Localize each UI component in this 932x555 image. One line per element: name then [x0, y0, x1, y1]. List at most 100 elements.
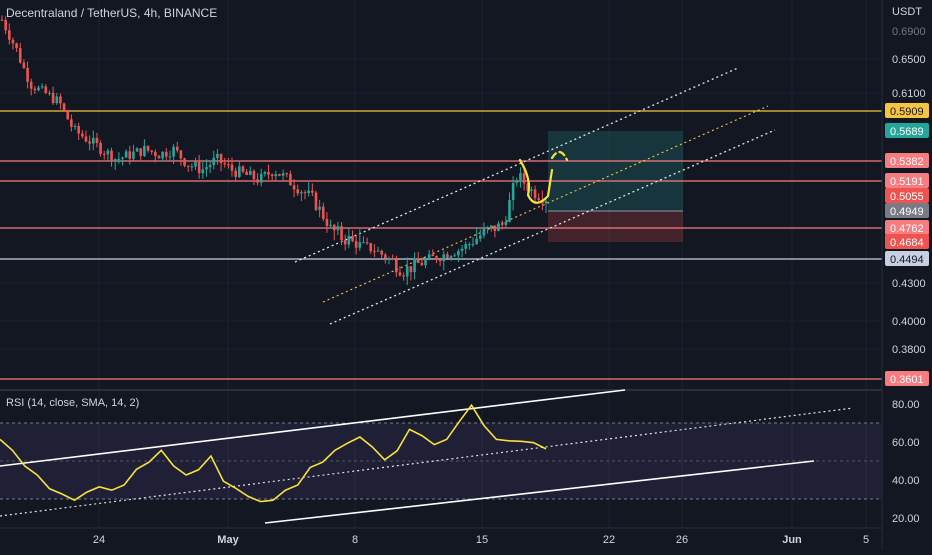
candle-body [238, 166, 241, 177]
candle-body [307, 190, 310, 193]
candle-body [212, 157, 216, 166]
rsi-tick-label: 40.00 [892, 475, 920, 487]
price-badge-label: 0.4684 [890, 237, 924, 249]
candle-body [15, 43, 18, 49]
candle-body [424, 258, 427, 266]
candle-body [175, 146, 179, 151]
candle-body [489, 225, 493, 227]
candle-body [508, 200, 511, 222]
candle-body [205, 167, 208, 170]
candle-body [351, 235, 354, 242]
candle-body [292, 185, 296, 190]
hand-drawn-arc[interactable] [550, 150, 569, 162]
price-badge-label: 0.3601 [890, 374, 924, 386]
candle-body [373, 251, 376, 253]
candle-body [161, 151, 164, 159]
candle-body [486, 226, 489, 228]
candle-body [300, 192, 303, 194]
candle-body [544, 200, 548, 204]
candle-body [332, 224, 336, 231]
channel-upper-line[interactable] [294, 67, 739, 263]
candle-body [95, 137, 99, 143]
candle-body [376, 250, 380, 252]
candle-body [303, 192, 307, 194]
candle-body [347, 235, 351, 245]
candle-body [464, 244, 467, 249]
candle-body [519, 173, 522, 181]
candle-body [4, 19, 7, 31]
candle-body [384, 254, 387, 259]
price-badge [885, 220, 929, 235]
price-badge [885, 153, 929, 168]
candle-body [442, 254, 446, 262]
candle-body [245, 171, 248, 175]
candle-body [48, 92, 51, 94]
currency-label: USDT [892, 6, 922, 18]
price-tick-label: 0.6500 [892, 54, 926, 66]
price-badge-label: 0.4949 [890, 206, 924, 218]
candle-body [227, 164, 230, 166]
candle-body [497, 223, 500, 231]
candle-body [0, 19, 4, 21]
candle-body [84, 136, 88, 142]
candle-body [139, 148, 143, 156]
candle-body [91, 137, 95, 144]
candle-body [40, 86, 44, 88]
candle-body [354, 241, 358, 248]
candle-body [146, 145, 150, 151]
candle-body [252, 170, 256, 180]
rsi-tick-label: 60.00 [892, 437, 920, 449]
candle-body [164, 151, 168, 157]
time-tick-label: 24 [93, 534, 105, 546]
position-stop-zone[interactable] [548, 211, 683, 242]
channel-lower-line[interactable] [329, 129, 776, 325]
candle-body [197, 161, 201, 174]
rsi-dotted-trendline[interactable] [0, 407, 854, 517]
position-target-zone[interactable] [548, 131, 683, 211]
candle-body [511, 182, 515, 201]
candle-body [438, 259, 442, 262]
rsi-upper-trendline[interactable] [0, 389, 626, 467]
hand-drawn-curve[interactable] [518, 158, 554, 204]
candle-body [26, 67, 29, 82]
candle-body [223, 163, 227, 165]
candle-body [435, 256, 438, 260]
candle-body [537, 198, 540, 201]
candle-body [241, 166, 245, 172]
candle-body [267, 172, 270, 175]
time-tick-label: Jun [782, 534, 802, 546]
candle-body [248, 170, 252, 175]
candle-body [343, 240, 347, 245]
time-tick-label: 22 [603, 534, 615, 546]
candle-body [482, 227, 486, 236]
candle-body [453, 255, 457, 257]
rsi-title: RSI (14, close, SMA, 14, 2) [6, 397, 140, 409]
rsi-tick-label: 80.00 [892, 399, 920, 411]
candle-body [168, 156, 172, 158]
candle-body [110, 150, 113, 162]
time-tick-label: 26 [676, 534, 688, 546]
candle-body [504, 221, 508, 225]
candle-body [398, 272, 402, 276]
price-badge-label: 0.4494 [890, 254, 924, 266]
candle-body [471, 244, 475, 246]
symbol-title: Decentraland / TetherUS, 4h, BINANCE [6, 6, 218, 20]
candle-body [51, 92, 55, 104]
candle-body [515, 180, 519, 183]
candle-body [274, 174, 278, 177]
candle-body [325, 218, 329, 226]
candle-body [201, 169, 205, 174]
candle-body [55, 96, 59, 104]
price-tick-label: 0.4000 [892, 316, 926, 328]
rsi-tick-label: 20.00 [892, 513, 920, 525]
candle-body [150, 150, 153, 152]
candle-body [449, 256, 453, 258]
candle-body [365, 242, 369, 244]
candle-body [369, 243, 373, 252]
rsi-lower-trendline[interactable] [264, 460, 815, 524]
candle-body [102, 153, 106, 155]
price-badge [885, 173, 929, 188]
candle-body [457, 250, 460, 256]
time-tick-label: May [217, 534, 239, 546]
